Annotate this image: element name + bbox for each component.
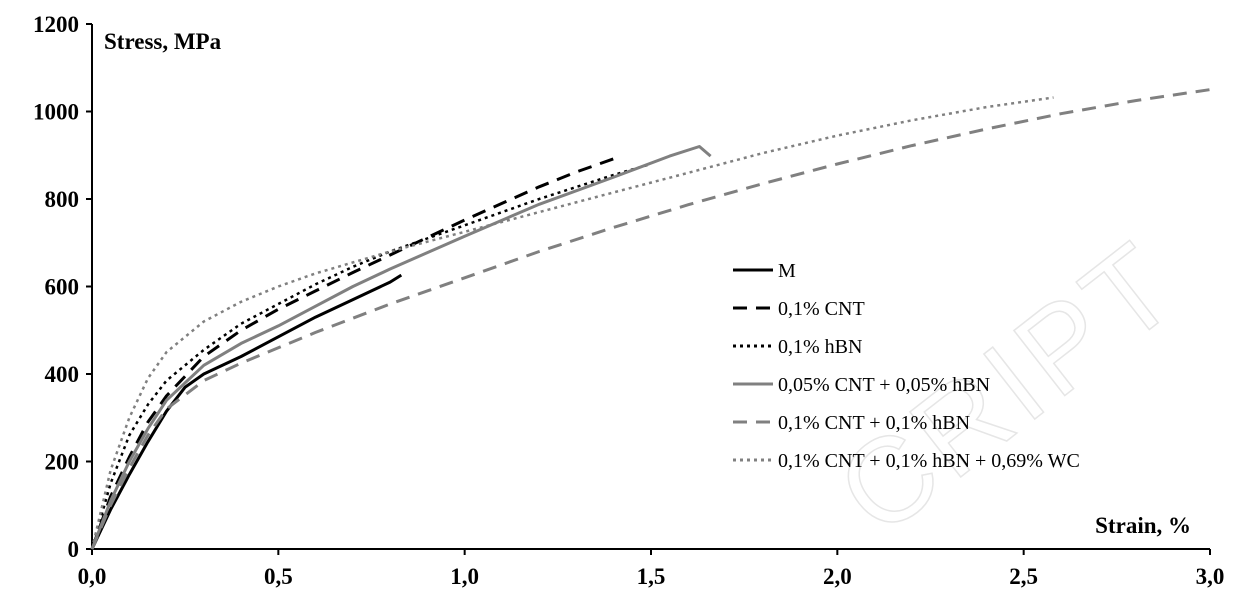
series-line-3 [90,162,652,550]
series-line-4 [90,145,712,550]
series-line-2 [90,157,615,550]
x-tick-label: 3,0 [1196,564,1225,589]
x-tick-label: 0,5 [264,564,293,589]
y-tick-label: 600 [45,275,80,300]
x-tick-label: 1,5 [637,564,666,589]
y-tick-label: 400 [45,362,80,387]
series-layer [90,88,1211,550]
legend-label: 0,1% CNT [778,298,865,320]
x-tick-label: 0,0 [78,564,107,589]
legend-label: M [778,260,796,282]
legend-label: 0,1% CNT + 0,1% hBN + 0,69% WC [778,450,1080,472]
series-line-1 [90,273,403,550]
y-tick-label: 1200 [33,12,79,37]
x-tick-label: 1,0 [450,564,479,589]
x-axis-title: Strain, % [1095,513,1191,538]
x-tick-label: 2,0 [823,564,852,589]
legend: M 0,1% CNT 0,1% hBN 0,05% CNT + 0,05% hBN 0,… [733,260,1080,472]
y-tick-label: 200 [45,450,80,475]
y-axis-title: Stress, MPa [104,29,222,54]
y-tick-label: 800 [45,187,80,212]
x-tick-label: 2,5 [1009,564,1038,589]
axes: 0 200 400 600 800 1000 1200 0,0 0,5 1,0 1,5 2,0 2,5 3… [33,12,1224,589]
y-tick-label: 1000 [33,100,79,125]
series-line-5 [90,88,1211,550]
legend-label: 0,1% hBN [778,336,862,358]
legend-label: 0,1% CNT + 0,1% hBN [778,412,970,434]
legend-label: 0,05% CNT + 0,05% hBN [778,374,990,396]
y-tick-label: 0 [68,537,80,562]
